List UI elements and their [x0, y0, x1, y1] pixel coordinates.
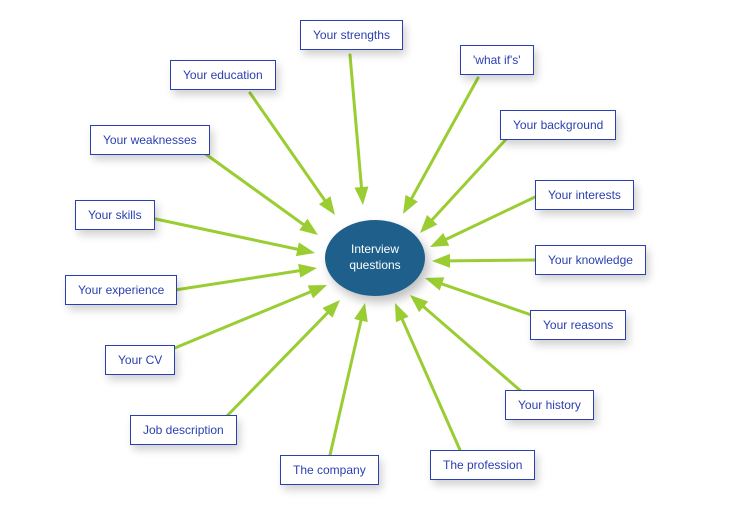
node-weaknesses: Your weaknesses [90, 125, 210, 155]
node-skills: Your skills [75, 200, 155, 230]
node-history: Your history [505, 390, 594, 420]
center-node: Interviewquestions [325, 220, 425, 296]
node-strengths: Your strengths [300, 20, 403, 50]
node-cv: Your CV [105, 345, 175, 375]
node-education: Your education [170, 60, 276, 90]
node-company: The company [280, 455, 379, 485]
node-reasons: Your reasons [530, 310, 626, 340]
node-interests: Your interests [535, 180, 634, 210]
node-jobdesc: Job description [130, 415, 237, 445]
node-whatifs: 'what if's' [460, 45, 534, 75]
diagram-canvas: Interviewquestions Your strengths 'what if… [0, 0, 750, 510]
node-background: Your background [500, 110, 616, 140]
node-profession: The profession [430, 450, 535, 480]
node-experience: Your experience [65, 275, 177, 305]
node-knowledge: Your knowledge [535, 245, 646, 275]
